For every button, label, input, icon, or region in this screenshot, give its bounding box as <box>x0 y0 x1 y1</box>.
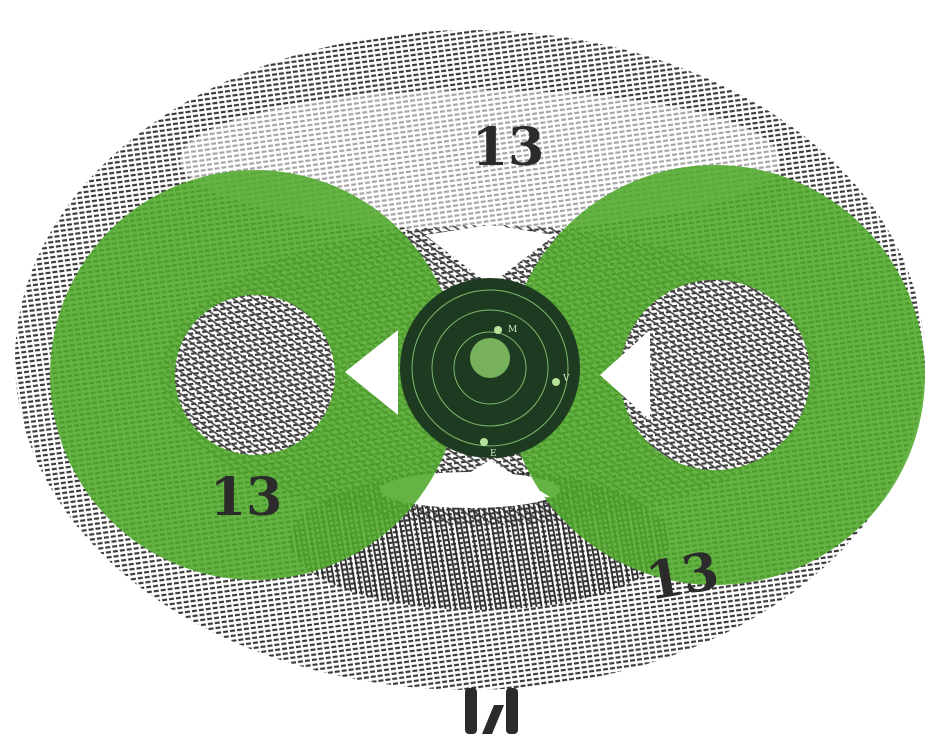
logo <box>465 688 518 734</box>
number-label: 13 <box>210 467 282 528</box>
planet-label: V <box>562 374 570 384</box>
infinity-symbol <box>50 165 925 585</box>
solar-system: M V E <box>400 278 580 459</box>
planet-label: M <box>508 325 517 335</box>
number-label: 13 <box>472 117 544 178</box>
planet-label: E <box>490 449 497 459</box>
cutouts <box>345 225 650 497</box>
number-label: 13 <box>642 540 724 613</box>
